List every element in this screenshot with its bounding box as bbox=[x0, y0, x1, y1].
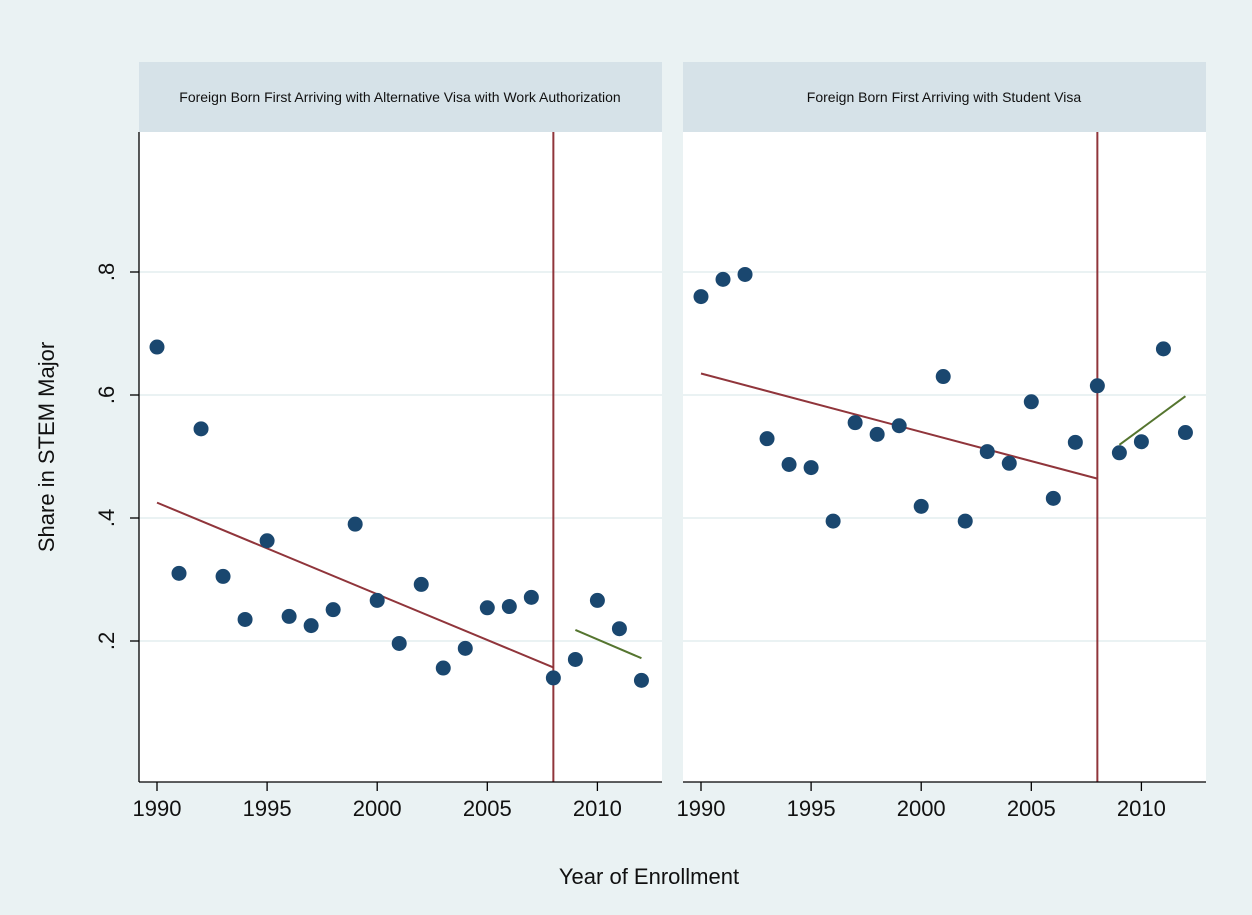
data-point-2010 bbox=[589, 592, 605, 608]
data-point-2002 bbox=[413, 576, 429, 592]
panel-right-marks bbox=[693, 132, 1193, 782]
data-point-2011 bbox=[1155, 341, 1171, 357]
data-point-2003 bbox=[979, 444, 995, 460]
y-tick-label: .2 bbox=[94, 632, 119, 650]
data-point-1999 bbox=[347, 516, 363, 532]
data-point-1997 bbox=[847, 415, 863, 431]
data-point-1998 bbox=[869, 426, 885, 442]
x-tick-label: 1995 bbox=[787, 796, 836, 821]
x-tick-label: 2005 bbox=[1007, 796, 1056, 821]
y-axis-title: Share in STEM Major bbox=[34, 342, 59, 552]
data-point-2001 bbox=[935, 369, 951, 385]
data-point-2009 bbox=[1111, 445, 1127, 461]
data-point-2009 bbox=[567, 651, 583, 667]
panel-right-plot-area bbox=[683, 132, 1206, 782]
x-tick-label: 2010 bbox=[573, 796, 622, 821]
data-point-1993 bbox=[759, 431, 775, 447]
data-point-1995 bbox=[259, 533, 275, 549]
data-point-1991 bbox=[171, 565, 187, 581]
x-tick-label: 2010 bbox=[1117, 796, 1166, 821]
data-point-2008 bbox=[545, 670, 561, 686]
data-point-2002 bbox=[957, 513, 973, 529]
panel-left-marks bbox=[149, 132, 649, 782]
panel-right-title: Foreign Born First Arriving with Student… bbox=[807, 89, 1082, 105]
panel-right: Foreign Born First Arriving with Student… bbox=[683, 62, 1206, 782]
panel-right-header bbox=[683, 62, 1206, 132]
data-point-2007 bbox=[1067, 434, 1083, 450]
data-point-2000 bbox=[913, 498, 929, 514]
data-point-2012 bbox=[633, 672, 649, 688]
y-tick-label: .4 bbox=[94, 509, 119, 527]
data-point-2000 bbox=[369, 592, 385, 608]
panel-right-gridlines bbox=[683, 271, 1206, 642]
panel-left: Foreign Born First Arriving with Alterna… bbox=[139, 62, 662, 782]
data-point-2011 bbox=[611, 621, 627, 637]
data-point-1992 bbox=[737, 266, 753, 282]
pre-period-fit-line bbox=[156, 501, 554, 669]
data-point-1991 bbox=[715, 271, 731, 287]
y-tick-label: .8 bbox=[94, 263, 119, 281]
data-point-1996 bbox=[281, 608, 297, 624]
data-point-2006 bbox=[1045, 490, 1061, 506]
data-point-2004 bbox=[457, 640, 473, 656]
data-point-2010 bbox=[1133, 434, 1149, 450]
post-period-fit-line bbox=[574, 629, 642, 660]
data-point-2012 bbox=[1177, 425, 1193, 441]
x-tick-label: 2005 bbox=[463, 796, 512, 821]
data-point-2001 bbox=[391, 635, 407, 651]
data-point-1990 bbox=[149, 339, 165, 355]
data-point-2008 bbox=[1089, 378, 1105, 394]
x-tick-label: 2000 bbox=[897, 796, 946, 821]
data-point-1997 bbox=[303, 618, 319, 634]
post-period-fit-line bbox=[1118, 395, 1187, 446]
data-point-2003 bbox=[435, 660, 451, 676]
data-point-1995 bbox=[803, 460, 819, 476]
data-point-1994 bbox=[237, 611, 253, 627]
y-tick-label: .6 bbox=[94, 386, 119, 404]
data-point-1992 bbox=[193, 421, 209, 437]
data-point-1996 bbox=[825, 513, 841, 529]
data-point-2005 bbox=[479, 600, 495, 616]
x-axis-title: Year of Enrollment bbox=[559, 864, 739, 889]
panel-left-header bbox=[139, 62, 662, 132]
x-tick-label: 1990 bbox=[677, 796, 726, 821]
data-point-1999 bbox=[891, 418, 907, 434]
panel-left-plot-area bbox=[139, 132, 662, 782]
y-axis: .2 .4 .6 .8 bbox=[94, 132, 140, 782]
x-tick-label: 1995 bbox=[243, 796, 292, 821]
x-axes: 1990 1995 2000 2005 2010 1990 1995 2000 2005 2010 bbox=[133, 781, 1206, 821]
data-point-2007 bbox=[523, 589, 539, 605]
data-point-1990 bbox=[693, 289, 709, 305]
panel-left-title: Foreign Born First Arriving with Alterna… bbox=[179, 89, 620, 105]
data-point-2006 bbox=[501, 599, 517, 615]
data-point-2004 bbox=[1001, 455, 1017, 471]
data-point-1993 bbox=[215, 568, 231, 584]
x-tick-label: 2000 bbox=[353, 796, 402, 821]
data-point-2005 bbox=[1023, 394, 1039, 410]
data-point-1994 bbox=[781, 456, 797, 472]
x-tick-label: 1990 bbox=[133, 796, 182, 821]
data-point-1998 bbox=[325, 602, 341, 618]
